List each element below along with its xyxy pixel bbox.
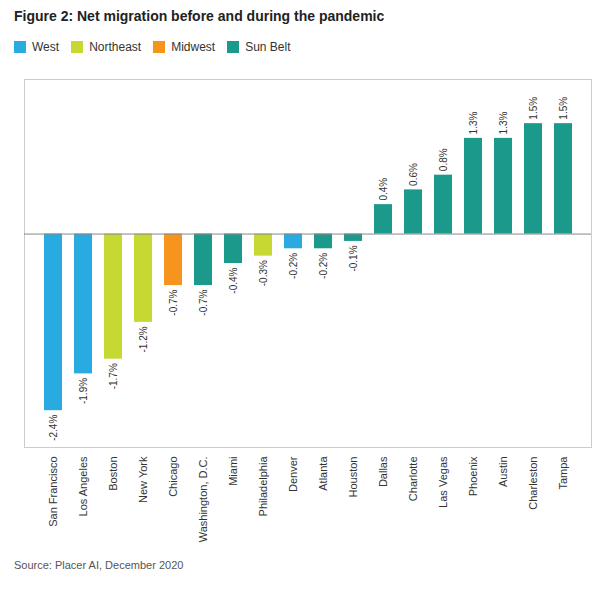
svg-text:0.6%: 0.6% <box>408 163 419 186</box>
svg-text:-0.2%: -0.2% <box>288 253 299 279</box>
svg-text:Houston: Houston <box>347 457 359 498</box>
svg-text:1.3%: 1.3% <box>468 111 479 134</box>
html-text:Midwest: Midwest <box>171 39 216 54</box>
svg-text:Las Vegas: Las Vegas <box>437 456 449 508</box>
svg-text:San Francisco: San Francisco <box>47 457 59 527</box>
svg-text:Chicago: Chicago <box>167 457 179 497</box>
html-text:West: West <box>32 39 60 54</box>
svg-text:-0.7%: -0.7% <box>198 289 209 315</box>
svg-text:0.8%: 0.8% <box>438 148 449 171</box>
svg-text:Denver: Denver <box>287 456 299 492</box>
svg-text:Atlanta: Atlanta <box>317 456 329 491</box>
svg-text:-0.3%: -0.3% <box>258 260 269 286</box>
svg-text:Austin: Austin <box>497 457 509 488</box>
svg-text:-0.2%: -0.2% <box>318 253 329 279</box>
svg-text:-1.9%: -1.9% <box>78 378 89 404</box>
html-text:Source: Placer AI, December 20: Source: Placer AI, December 2020 <box>14 559 184 571</box>
svg-text:New York: New York <box>137 456 149 503</box>
svg-text:Boston: Boston <box>107 457 119 491</box>
svg-text:-0.4%: -0.4% <box>228 267 239 293</box>
svg-text:1.3%: 1.3% <box>498 111 509 134</box>
svg-text:-0.7%: -0.7% <box>168 289 179 315</box>
html-text:Northeast: Northeast <box>89 39 142 54</box>
svg-text:Phoenix: Phoenix <box>467 456 479 496</box>
svg-text:0.4%: 0.4% <box>378 178 389 201</box>
svg-text:1.5%: 1.5% <box>528 97 539 120</box>
html-text:Figure 2: Net migration before: Figure 2: Net migration before and durin… <box>14 8 385 24</box>
html-text:Sun Belt: Sun Belt <box>245 39 291 54</box>
svg-text:Dallas: Dallas <box>377 456 389 487</box>
svg-text:Miami: Miami <box>227 457 239 486</box>
svg-text:Philadelphia: Philadelphia <box>257 456 269 517</box>
svg-text:Los Angeles: Los Angeles <box>77 456 89 516</box>
svg-text:Washington, D.C.: Washington, D.C. <box>197 457 209 543</box>
svg-text:Tampa: Tampa <box>557 456 569 490</box>
svg-text:-1.2%: -1.2% <box>138 326 149 352</box>
svg-text:-0.1%: -0.1% <box>348 245 359 271</box>
svg-text:-2.4%: -2.4% <box>48 415 59 441</box>
svg-text:1.5%: 1.5% <box>558 97 569 120</box>
svg-text:Charlotte: Charlotte <box>407 457 419 502</box>
svg-text:Charleston: Charleston <box>527 457 539 510</box>
svg-text:-1.7%: -1.7% <box>108 363 119 389</box>
